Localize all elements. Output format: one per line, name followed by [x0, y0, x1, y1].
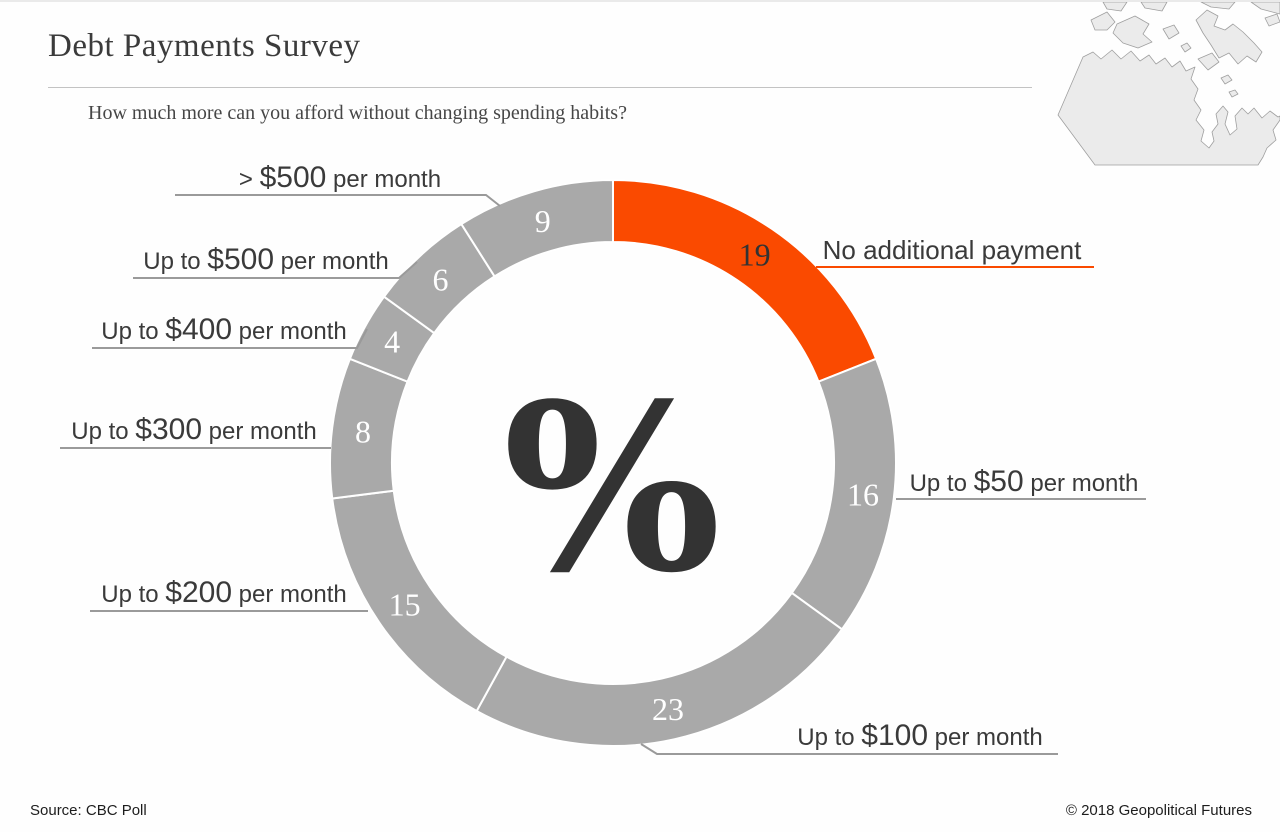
callout-up500-label: Up to $500 per month: [143, 243, 389, 276]
small-island: [1180, 42, 1192, 53]
arctic-island: [1250, 2, 1280, 15]
canada-mainland: [1057, 49, 1280, 166]
callout-up400-leader: [92, 328, 368, 349]
small-island: [1228, 89, 1239, 98]
donut-ring: [329, 178, 897, 747]
callout-gt500-leader: [175, 194, 501, 207]
page-subtitle: How much more can you afford without cha…: [88, 102, 627, 124]
arctic-island: [1197, 52, 1220, 71]
callout-up100-leader: [640, 743, 1058, 755]
arctic-island: [1264, 13, 1280, 27]
arctic-island: [1140, 2, 1168, 12]
segment-value-label: 15: [389, 587, 421, 623]
callout-up100-label: Up to $100 per month: [797, 719, 1043, 752]
segment-value-label: 23: [652, 691, 684, 727]
arctic-island: [1090, 11, 1116, 31]
segment-value-label: 9: [535, 203, 551, 239]
arctic-island: [1200, 2, 1236, 10]
arctic-island: [1102, 2, 1128, 12]
arctic-island: [1162, 24, 1180, 40]
segment-value-label: 4: [384, 324, 400, 360]
callout-up400-label: Up to $400 per month: [101, 313, 347, 346]
callout-gt500-label: > $500 per month: [239, 161, 441, 194]
callout-up500-leader: [133, 261, 418, 279]
segment-value-label: 6: [432, 261, 448, 297]
baffin-island: [1195, 9, 1263, 65]
title-divider: [48, 87, 1032, 88]
segment-value-label: 8: [355, 413, 371, 449]
percent-symbol: %: [503, 354, 722, 624]
segment-value-label: 16: [847, 477, 879, 513]
canada-map-shapes: [1057, 2, 1280, 166]
callout-up200-label: Up to $200 per month: [101, 576, 347, 609]
small-island: [1220, 74, 1233, 85]
donut-segment: [459, 178, 614, 278]
canada-map-image: [1057, 2, 1280, 166]
callout-up50-label: Up to $50 per month: [910, 465, 1139, 498]
segment-value-label: 19: [739, 237, 771, 273]
arctic-island: [1112, 15, 1153, 49]
donut-segment: [612, 178, 878, 383]
segment-value-labels: 19 16 23 15 8 46 9: [355, 203, 879, 727]
footer-source: Source: CBC Poll: [30, 802, 147, 819]
callout-none-label: No additional payment: [823, 235, 1082, 265]
callout-up300-label: Up to $300 per month: [71, 413, 317, 446]
page-title: Debt Payments Survey: [48, 28, 361, 64]
footer-copyright: © 2018 Geopolitical Futures: [1065, 802, 1252, 819]
donut-segment: [790, 357, 897, 631]
